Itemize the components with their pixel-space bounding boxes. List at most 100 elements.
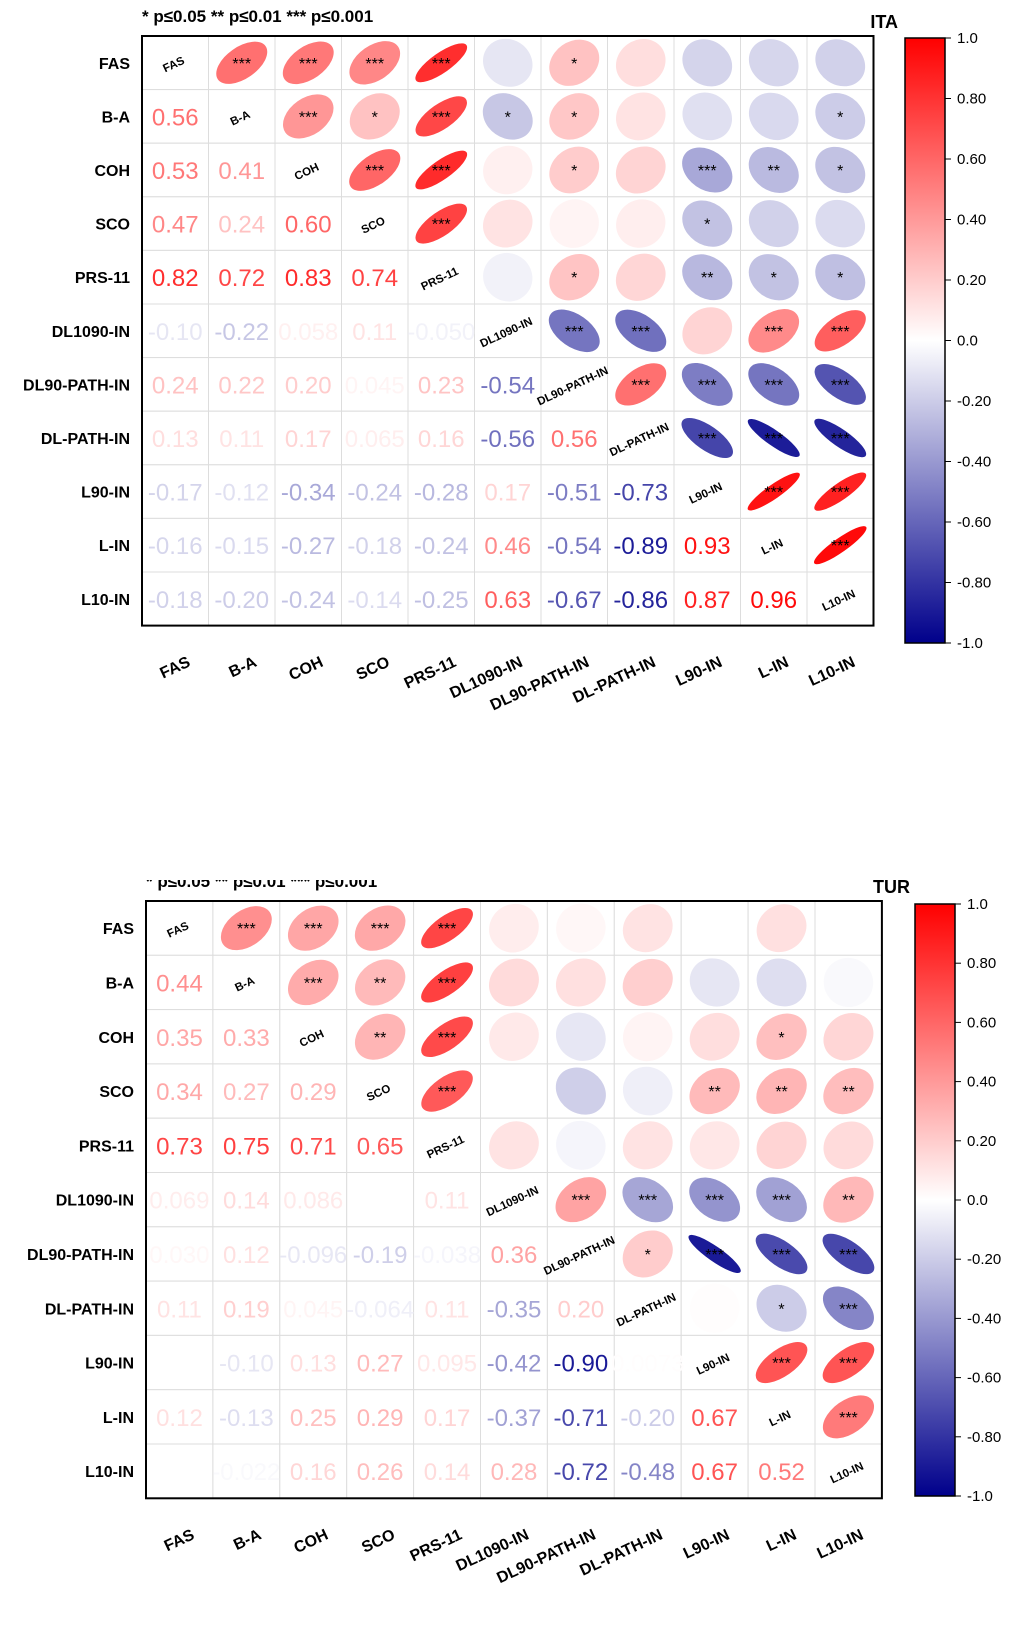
sig-stars-fas-b-a: *** xyxy=(237,921,256,938)
corr-ellipse-sco-l-in xyxy=(748,200,799,248)
corr-value-prs-11-sco: 0.65 xyxy=(357,1133,404,1160)
colorbar xyxy=(914,903,956,1497)
corr-ellipse-b-a-sco xyxy=(354,959,406,1006)
sig-stars-l90-in-l-in: *** xyxy=(764,485,783,502)
matrix-frame xyxy=(145,900,883,1500)
sig-stars-dl90-path-in-l10-in: *** xyxy=(839,1247,858,1264)
colorbar-tick-label: -1.0 xyxy=(957,635,983,652)
colorbar-tick-label: 0.0 xyxy=(957,333,978,350)
corr-ellipse-dl1090-in-dl90-path-in xyxy=(555,1177,607,1223)
corr-value-prs-11-fas: 0.82 xyxy=(152,265,199,292)
grid-cell xyxy=(341,303,409,359)
grid-cell xyxy=(341,517,409,573)
grid-cell xyxy=(346,1226,415,1282)
sig-stars-dl90-path-in-l10-in: *** xyxy=(831,377,850,394)
grid-cell xyxy=(480,1063,548,1119)
corr-ellipse-l-in-l10-in xyxy=(822,1395,875,1439)
corr-ellipse-coh-l10-in xyxy=(823,1012,874,1061)
corr-ellipse-dl-path-in-l10-in xyxy=(822,1286,874,1331)
corr-value-l-in-sco: -0.18 xyxy=(347,533,402,560)
corr-ellipse-sco-l10-in xyxy=(823,1067,874,1115)
grid-cell xyxy=(274,142,342,198)
sig-stars-l90-in-l10-in: *** xyxy=(831,485,850,502)
corr-value-l-in-coh: 0.25 xyxy=(290,1405,337,1432)
corr-value-l10-in-l90-in: 0.67 xyxy=(691,1459,738,1486)
corr-ellipse-coh-dl90-path-in xyxy=(555,1012,606,1061)
corr-value-l90-in-dl-path-in: -0.73 xyxy=(613,480,668,507)
corr-ellipse-prs-11-dl-path-in xyxy=(622,1121,673,1170)
corr-value-l-in-dl90-path-in: -0.54 xyxy=(547,533,602,560)
corr-ellipse-b-a-prs-11 xyxy=(421,962,473,1003)
corr-ellipse-b-a-l90-in xyxy=(689,958,740,1007)
corr-ellipse-dl90-path-in-l-in xyxy=(748,363,800,406)
grid-cell xyxy=(274,464,342,519)
corr-ellipse-sco-l-in xyxy=(756,1068,807,1115)
corr-value-dl1090-in-fas: -0.10 xyxy=(148,319,203,346)
corr-value-sco-fas: 0.47 xyxy=(152,212,199,239)
colorbar-tick-label: 1.0 xyxy=(967,896,988,913)
corr-value-l10-in-sco: -0.14 xyxy=(347,587,402,614)
corr-ellipse-fas-l-in xyxy=(748,39,799,87)
corr-value-sco-b-a: 0.27 xyxy=(223,1079,270,1106)
grid-cell xyxy=(279,1443,348,1499)
sig-stars-coh-l10-in: * xyxy=(837,163,843,180)
corr-ellipse-dl-path-in-l-in xyxy=(747,418,800,458)
sig-stars-dl1090-in-l10-in: ** xyxy=(842,1193,854,1210)
grid-cell xyxy=(274,571,342,627)
sig-stars-dl90-path-in-l90-in: *** xyxy=(705,1247,724,1264)
colorbar-tick-label: 0.80 xyxy=(967,955,996,972)
corr-ellipse-prs-11-l10-in xyxy=(815,254,866,301)
sig-stars-prs-11-l-in: * xyxy=(771,270,777,287)
col-label-fas: FAS xyxy=(162,1526,198,1555)
panel-title: ITA xyxy=(870,12,898,32)
corr-value-prs-11-sco: 0.74 xyxy=(351,265,398,292)
corr-value-l10-in-sco: 0.26 xyxy=(357,1459,404,1486)
sig-stars-b-a-sco: ** xyxy=(374,975,386,992)
corr-value-dl90-path-in-prs-11: -0.038 xyxy=(413,1242,481,1269)
corr-value-l90-in-prs-11: -0.28 xyxy=(414,480,469,507)
corr-value-dl-path-in-dl1090-in: -0.56 xyxy=(480,426,535,453)
corr-ellipse-b-a-l10-in xyxy=(815,93,866,140)
grid-cell xyxy=(341,196,409,251)
grid-cell xyxy=(141,357,209,412)
corr-value-l90-in-dl90-path-in: -0.51 xyxy=(547,480,602,507)
corr-ellipse-dl90-path-in-dl-path-in xyxy=(615,363,667,406)
grid-cell xyxy=(141,142,209,198)
grid-cell xyxy=(279,1334,348,1391)
corr-value-l90-in-fas: -0.17 xyxy=(148,480,203,507)
corr-value-l-in-sco: 0.29 xyxy=(357,1405,404,1432)
corr-value-dl90-path-in-b-a: 0.12 xyxy=(223,1242,270,1269)
grid-cell xyxy=(346,1280,415,1336)
corr-value-dl90-path-in-fas: 0.24 xyxy=(152,372,199,399)
row-label-prs-11: PRS-11 xyxy=(75,270,130,287)
row-label-fas: FAS xyxy=(99,56,130,73)
grid-cell xyxy=(346,1334,415,1391)
sig-stars-l90-in-l-in: *** xyxy=(772,1356,791,1373)
sig-stars-fas-prs-11: *** xyxy=(432,56,451,73)
corr-value-coh-b-a: 0.41 xyxy=(218,158,265,185)
grid-cell xyxy=(407,410,475,466)
corr-value-prs-11-b-a: 0.75 xyxy=(223,1133,270,1160)
corr-ellipse-sco-dl-path-in xyxy=(616,199,666,248)
grid-cell xyxy=(279,1389,348,1445)
grid-cell xyxy=(279,1226,348,1282)
grid-cell xyxy=(474,357,542,412)
corr-value-l10-in-l90-in: 0.87 xyxy=(684,587,731,614)
colorbar-tick-label: 0.0 xyxy=(967,1192,988,1209)
corr-value-b-a-fas: 0.44 xyxy=(156,970,203,997)
sig-stars-dl-path-in-l10-in: *** xyxy=(831,431,850,448)
corr-value-l90-in-coh: -0.34 xyxy=(281,480,336,507)
corr-ellipse-prs-11-dl90-path-in xyxy=(556,1120,606,1170)
grid-cell xyxy=(413,1443,482,1499)
sig-stars-dl1090-in-dl90-path-in: *** xyxy=(572,1193,591,1210)
grid-cell xyxy=(814,900,883,956)
corr-value-dl-path-in-dl90-path-in: 0.56 xyxy=(551,426,598,453)
sig-stars-coh-prs-11: *** xyxy=(432,163,451,180)
col-label-l10-in: L10-IN xyxy=(815,1527,867,1563)
corr-ellipse-b-a-coh xyxy=(287,959,339,1006)
corr-value-l90-in-prs-11: 0.095 xyxy=(417,1351,477,1378)
corr-ellipse-fas-l-in xyxy=(756,904,807,953)
sig-stars-coh-l90-in: *** xyxy=(698,163,717,180)
corr-ellipse-prs-11-l90-in xyxy=(689,1121,740,1170)
corr-value-dl1090-in-b-a: -0.22 xyxy=(214,319,269,346)
